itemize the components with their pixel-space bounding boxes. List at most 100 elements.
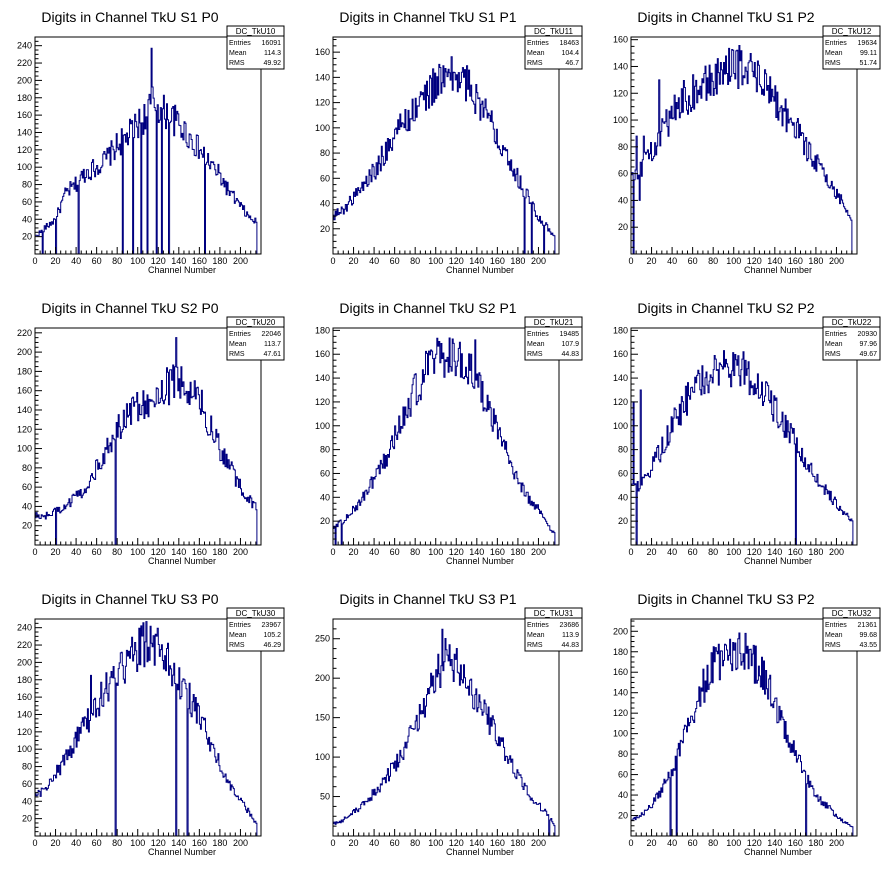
pad-s2-p0: 0 20 40 60 80 100 120 140 160 180 200 20 40 60 80 100 12…	[0, 291, 298, 582]
histogram-line	[332, 337, 556, 546]
stats-value-rms: 49.92	[263, 60, 281, 67]
x-tick-label: 120	[747, 547, 762, 557]
stats-value-rms: 47.61	[263, 351, 281, 358]
y-tick-label: 40	[320, 492, 330, 502]
x-tick-label: 80	[708, 256, 718, 266]
stats-name: DC_TkU21	[534, 318, 574, 327]
y-tick-label: 40	[618, 492, 628, 502]
plot-frame	[630, 36, 858, 255]
stats-value-mean: 113.7	[264, 341, 281, 348]
stats-box	[524, 25, 583, 70]
y-tick-label: 100	[315, 421, 330, 431]
y-tick-label: 140	[315, 373, 330, 383]
x-tick-label: 60	[390, 838, 400, 848]
stats-name: DC_TkU12	[832, 27, 872, 36]
x-tick-label: 60	[390, 256, 400, 266]
plot-frame	[332, 618, 560, 837]
x-tick-label: 120	[747, 256, 762, 266]
stats-label-mean: Mean	[229, 632, 247, 639]
y-tick-label: 20	[618, 222, 628, 232]
y-tick-label: 20	[22, 814, 32, 824]
pad-s3-p2: 0 20 40 60 80 100 120 140 160 180 200 20 40 60 80 100 12…	[596, 582, 894, 873]
y-tick-label: 100	[315, 123, 330, 133]
x-tick-label: 160	[490, 838, 505, 848]
x-tick-label: 100	[130, 838, 145, 848]
y-tick-label: 120	[613, 397, 628, 407]
x-tick-label: 100	[130, 256, 145, 266]
x-tick-label: 160	[788, 256, 803, 266]
x-tick-label: 40	[667, 256, 677, 266]
x-tick-label: 20	[349, 547, 359, 557]
stats-label-entries: Entries	[229, 40, 251, 47]
stats-label-rms: RMS	[229, 60, 245, 67]
stats-label-mean: Mean	[825, 50, 843, 57]
y-tick-label: 80	[618, 142, 628, 152]
y-tick-label: 160	[613, 667, 628, 677]
x-tick-label: 160	[192, 256, 207, 266]
stats-name: DC_TkU31	[534, 609, 574, 618]
histogram-line	[630, 632, 854, 837]
y-tick-label: 180	[17, 675, 32, 685]
x-tick-label: 60	[688, 547, 698, 557]
y-tick-label: 140	[17, 127, 32, 137]
x-tick-label: 100	[428, 256, 443, 266]
stats-value-rms: 51.74	[859, 60, 877, 67]
x-tick-label: 200	[233, 256, 248, 266]
x-tick-label: 180	[808, 547, 823, 557]
x-tick-label: 200	[829, 547, 844, 557]
x-tick-label: 40	[71, 838, 81, 848]
pad-s1-p0: 0 20 40 60 80 100 120 140 160 180 200 20 40 60 80 100 12…	[0, 0, 298, 291]
y-tick-label: 100	[17, 444, 32, 454]
x-tick-label: 180	[510, 838, 525, 848]
stats-label-mean: Mean	[527, 341, 545, 348]
x-tick-label: 120	[449, 256, 464, 266]
x-tick-label: 160	[192, 838, 207, 848]
pad-s3-p0: 0 20 40 60 80 100 120 140 160 180 200 20 40 60 80 100 12…	[0, 582, 298, 873]
stats-value-rms: 46.7	[565, 60, 579, 67]
stats-label-mean: Mean	[229, 50, 247, 57]
plot-s2-p0: 0 20 40 60 80 100 120 140 160 180 200 20 40 60 80 100 12…	[17, 300, 285, 566]
plot-s3-p2: 0 20 40 60 80 100 120 140 160 180 200 20 40 60 80 100 12…	[613, 591, 881, 857]
x-tick-label: 40	[667, 547, 677, 557]
x-tick-label: 40	[369, 838, 379, 848]
x-tick-label: 140	[469, 547, 484, 557]
stats-value-mean: 97.96	[859, 341, 877, 348]
x-tick-label: 80	[112, 838, 122, 848]
y-tick-label: 60	[22, 197, 32, 207]
histogram-line	[630, 350, 854, 546]
y-tick-label: 80	[618, 445, 628, 455]
stats-value-entries: 19485	[560, 331, 580, 338]
y-tick-label: 160	[17, 692, 32, 702]
x-tick-label: 180	[808, 256, 823, 266]
plot-title: Digits in Channel TkU S1 P1	[339, 9, 516, 25]
x-tick-label: 60	[92, 838, 102, 848]
y-tick-label: 100	[17, 744, 32, 754]
stats-name: DC_TkU22	[832, 318, 872, 327]
stats-value-rms: 44.83	[561, 351, 579, 358]
stats-box	[226, 607, 285, 652]
stats-box	[226, 316, 285, 361]
stats-box	[524, 607, 583, 652]
pad-s2-p2: 0 20 40 60 80 100 120 140 160 180 200 20 40 60 80 100 12…	[596, 291, 894, 582]
x-tick-label: 80	[112, 256, 122, 266]
y-tick-label: 140	[17, 405, 32, 415]
y-tick-label: 40	[618, 790, 628, 800]
x-tick-label: 200	[233, 547, 248, 557]
x-tick-label: 140	[469, 256, 484, 266]
stats-value-mean: 114.3	[264, 50, 281, 57]
y-tick-label: 40	[22, 214, 32, 224]
y-tick-label: 140	[17, 709, 32, 719]
x-tick-label: 80	[708, 547, 718, 557]
stats-value-entries: 23686	[560, 622, 580, 629]
x-tick-label: 180	[510, 547, 525, 557]
pad-s2-p1: 0 20 40 60 80 100 120 140 160 180 200 20 40 60 80 100 12…	[298, 291, 596, 582]
stats-value-mean: 113.9	[562, 632, 579, 639]
x-axis-label: Channel Number	[148, 847, 216, 857]
x-tick-label: 140	[767, 547, 782, 557]
stats-value-entries: 16091	[262, 40, 282, 47]
stats-value-entries: 23967	[262, 622, 282, 629]
y-tick-label: 60	[22, 482, 32, 492]
stats-name: DC_TkU20	[236, 318, 276, 327]
x-tick-label: 180	[212, 547, 227, 557]
x-tick-label: 120	[151, 838, 166, 848]
